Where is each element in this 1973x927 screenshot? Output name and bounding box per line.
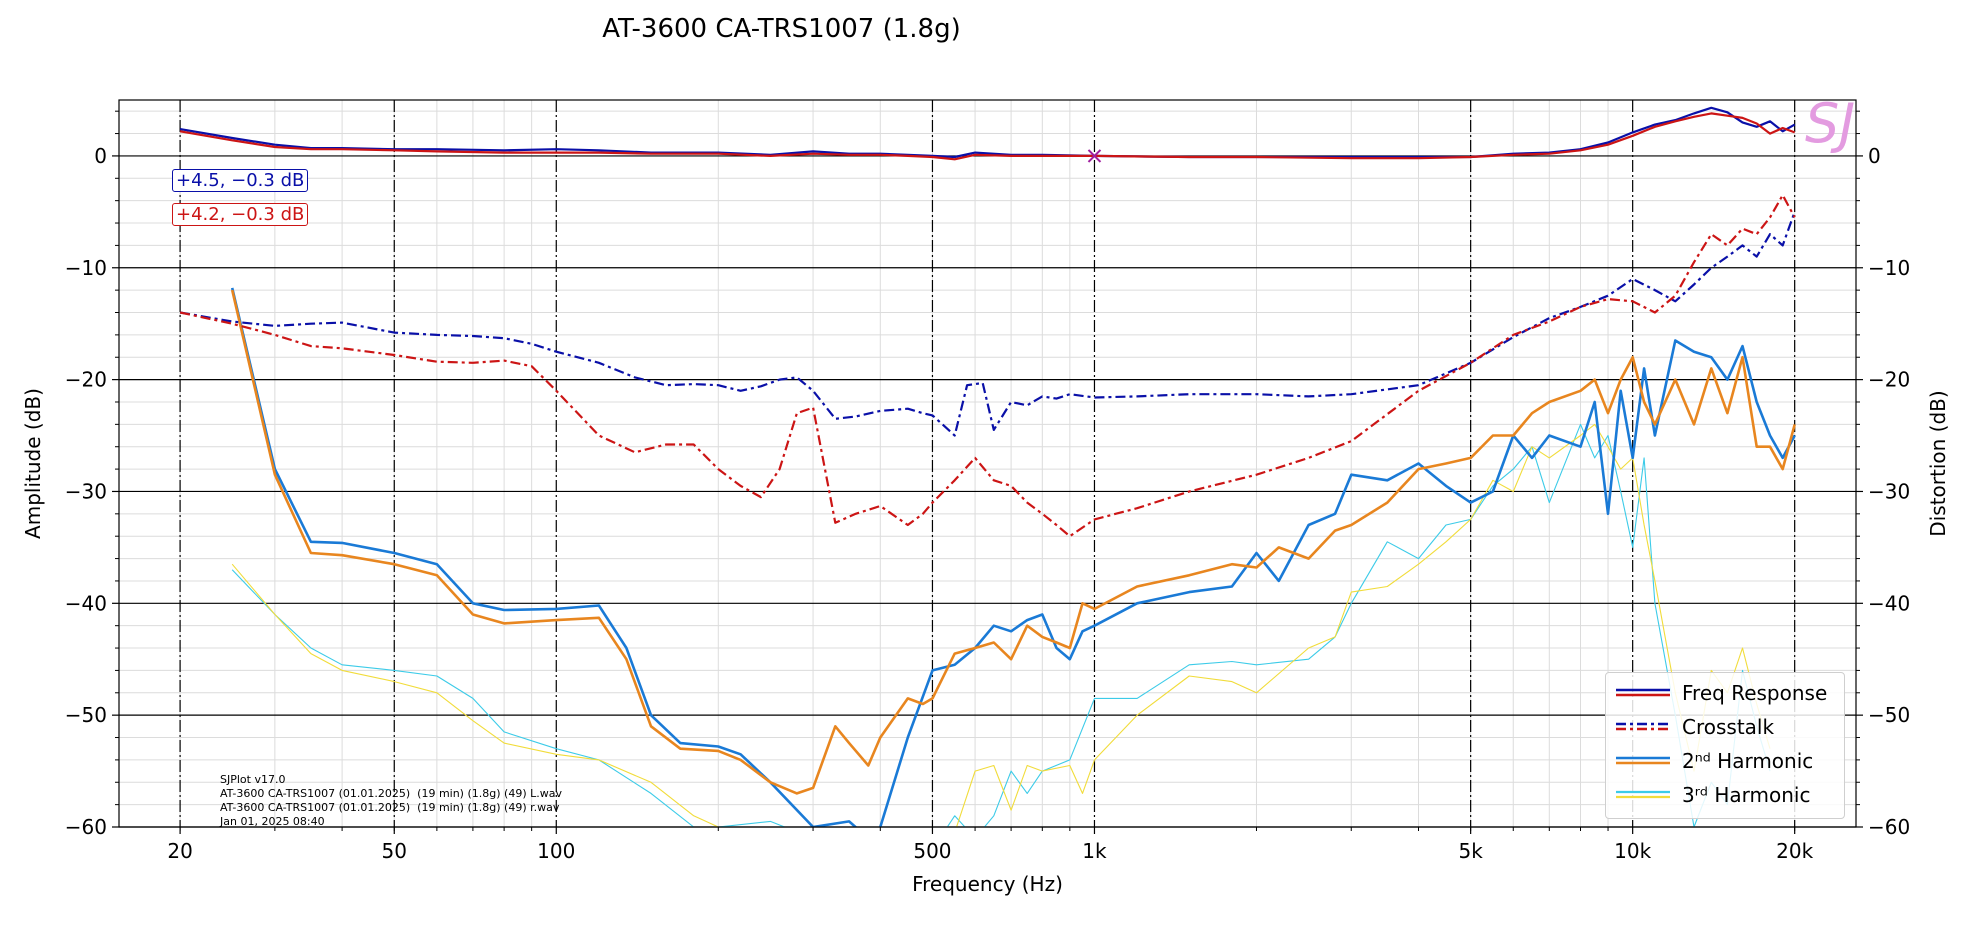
legend-swatch-3rd-harmonic xyxy=(1616,790,1670,799)
x-tick-label: 100 xyxy=(537,839,575,863)
plot-frame xyxy=(118,99,1857,828)
y-tick-label-left: −30 xyxy=(65,479,107,503)
footer-file-right: AT-3600 CA-TRS1007 (01.01.2025) (19 min)… xyxy=(220,801,560,814)
y-tick-label-right: −10 xyxy=(1868,256,1910,280)
legend-item-3rd-harmonic: 3ʳᵈ Harmonic xyxy=(1614,780,1842,810)
legend-swatch-2nd-harmonic xyxy=(1616,756,1670,765)
legend-item-crosstalk: Crosstalk xyxy=(1614,712,1842,742)
x-tick-label: 20 xyxy=(167,839,192,863)
y-tick-label-left: 0 xyxy=(94,144,107,168)
2nd-harmonic-r-line xyxy=(230,289,1796,795)
x-tick-label: 500 xyxy=(913,839,951,863)
x-tick-label: 10k xyxy=(1614,839,1651,863)
legend-label: 2ⁿᵈ Harmonic xyxy=(1682,749,1814,773)
y-tick-label-right: −50 xyxy=(1868,703,1910,727)
legend-swatch-freq-response xyxy=(1616,688,1670,697)
x-tick-label: 1k xyxy=(1082,839,1107,863)
annotation-right-channel: +4.2, −0.3 dB xyxy=(172,203,309,226)
legend-label: 3ʳᵈ Harmonic xyxy=(1682,783,1811,807)
y-tick-label-left: −20 xyxy=(65,368,107,392)
y-tick-label-right: −30 xyxy=(1868,479,1910,503)
annotation-left-channel: +4.5, −0.3 dB xyxy=(172,169,309,192)
y-tick-label-right: −40 xyxy=(1868,591,1910,615)
y2-axis-label: Distortion (dB) xyxy=(1926,390,1950,536)
y-tick-label-right: −60 xyxy=(1868,815,1910,839)
sj-watermark: SJ xyxy=(1805,92,1856,155)
crosstalk-r-line xyxy=(179,194,1796,538)
y-tick-label-left: −10 xyxy=(65,256,107,280)
marker-layer xyxy=(1087,149,1102,163)
y-tick-label-left: −40 xyxy=(65,591,107,615)
footer-file-left: AT-3600 CA-TRS1007 (01.01.2025) (19 min)… xyxy=(220,787,562,800)
major-grid xyxy=(119,100,1856,828)
legend-item-2nd-harmonic: 2ⁿᵈ Harmonic xyxy=(1614,746,1842,776)
legend-label: Crosstalk xyxy=(1682,715,1775,739)
3rd-harmonic-l-line xyxy=(231,423,1771,827)
y-tick-label-right: −20 xyxy=(1868,368,1910,392)
series-layer xyxy=(179,106,1796,827)
freq-response-r-line xyxy=(179,112,1796,161)
2nd-harmonic-l-line xyxy=(230,287,1796,827)
freq-response-l-line xyxy=(179,106,1796,159)
chart-title: AT-3600 CA-TRS1007 (1.8g) xyxy=(602,14,961,44)
plot-footer: SJPlot v17.0 AT-3600 CA-TRS1007 (01.01.2… xyxy=(220,773,562,829)
x-tick-label: 20k xyxy=(1776,839,1813,863)
reference-marker-x2 xyxy=(1087,149,1102,163)
legend-item-freq-response: Freq Response xyxy=(1614,678,1842,708)
x-tick-label: 50 xyxy=(382,839,407,863)
y-axis-label: Amplitude (dB) xyxy=(21,388,45,539)
y-tick-label-right: 0 xyxy=(1868,144,1881,168)
ticks-layer: 20 50 100 500 1k 5k 10k 20k 0 0 −10 −10 −20 −20 −30 −30… xyxy=(65,110,1910,863)
legend-swatch-crosstalk xyxy=(1616,722,1670,731)
footer-version: SJPlot v17.0 xyxy=(220,773,286,786)
legend-label: Freq Response xyxy=(1682,681,1828,705)
y-tick-label-left: −50 xyxy=(65,703,107,727)
y-tick-label-left: −60 xyxy=(65,815,107,839)
x-tick-label: 5k xyxy=(1458,839,1483,863)
footer-date: Jan 01, 2025 08:40 xyxy=(220,815,325,828)
minor-grid xyxy=(119,100,1856,827)
crosstalk-l-line xyxy=(179,211,1796,437)
legend: Freq Response Crosstalk 2ⁿᵈ Harmonic 3ʳᵈ… xyxy=(1605,672,1845,819)
x-axis-label: Frequency (Hz) xyxy=(912,872,1063,896)
